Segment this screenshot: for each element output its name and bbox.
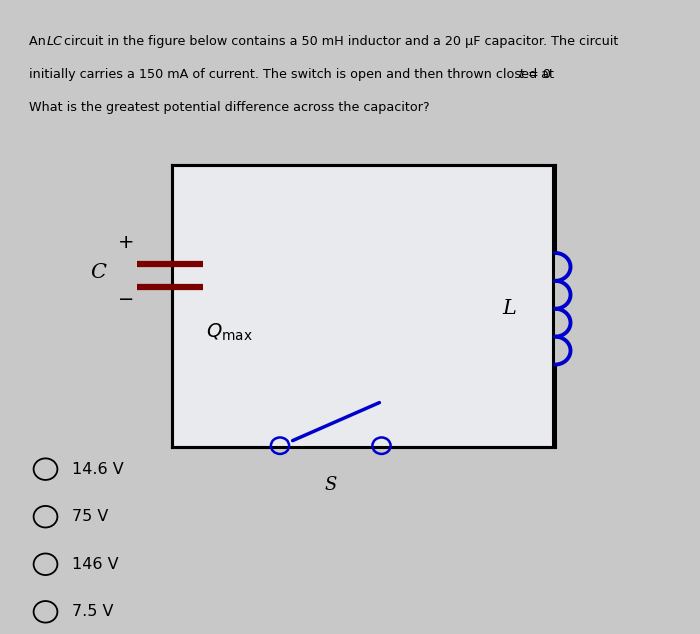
Text: LC: LC — [46, 35, 62, 48]
Text: $\it{Q}$$_{\mathrm{max}}$: $\it{Q}$$_{\mathrm{max}}$ — [206, 322, 253, 344]
Text: 7.5 V: 7.5 V — [72, 604, 113, 619]
Text: S: S — [325, 476, 337, 494]
Bar — [172, 165, 553, 447]
Text: = 0.: = 0. — [524, 68, 554, 81]
Text: +: + — [118, 233, 134, 252]
Text: An: An — [29, 35, 50, 48]
Text: 146 V: 146 V — [72, 557, 119, 572]
Text: L: L — [503, 299, 517, 318]
Text: circuit in the figure below contains a 50 mH inductor and a 20 μF capacitor. The: circuit in the figure below contains a 5… — [60, 35, 619, 48]
Text: initially carries a 150 mA of current. The switch is open and then thrown closed: initially carries a 150 mA of current. T… — [29, 68, 562, 81]
Text: 75 V: 75 V — [72, 509, 108, 524]
Text: t: t — [518, 68, 523, 81]
Text: C: C — [90, 263, 106, 282]
Text: −: − — [118, 290, 134, 309]
Text: What is the greatest potential difference across the capacitor?: What is the greatest potential differenc… — [29, 101, 430, 114]
Text: 14.6 V: 14.6 V — [72, 462, 124, 477]
